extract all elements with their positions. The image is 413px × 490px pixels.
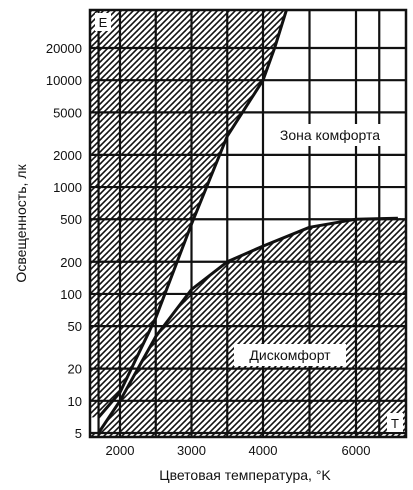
y-tick-label: 5 [75, 426, 82, 441]
lower-boundary-curve [97, 216, 398, 434]
discomfort-region [90, 218, 406, 437]
y-tick-label: 5000 [53, 105, 82, 120]
x-axis-letter-box [387, 413, 403, 432]
y-tick-label: 20000 [46, 41, 82, 56]
y-tick-label: 10000 [46, 73, 82, 88]
upper-boundary-curve [97, 9, 288, 419]
y-tick-label: 2000 [53, 148, 82, 163]
x-tick-label: 6000 [342, 443, 371, 458]
x-tick-label: 4000 [249, 443, 278, 458]
x-axis-letter: T [391, 416, 399, 431]
plot-frame [88, 8, 408, 439]
y-tick-label: 200 [60, 255, 82, 270]
y-tick-label: 1000 [53, 180, 82, 195]
y-tick-label: 50 [68, 319, 82, 334]
x-axis-title: Цветовая температура, °K [159, 467, 331, 483]
y-axis-letter-box [95, 13, 111, 31]
y-axis-letter: E [99, 15, 108, 30]
y-tick-label: 20 [68, 362, 82, 377]
y-tick-label: 10 [68, 394, 82, 409]
discomfort-zone-label: Дискомфорт [249, 347, 331, 363]
comfort-zone-label: Зона комфорта [280, 127, 380, 143]
x-tick-label: 3000 [177, 443, 206, 458]
y-tick-label: 100 [60, 287, 82, 302]
x-tick-label: 2000 [106, 443, 135, 458]
y-axis-title: Освещенность, лк [13, 164, 29, 283]
comfort-label-box [268, 124, 392, 146]
discomfort-label-box [234, 344, 346, 366]
y-tick-label: 500 [60, 212, 82, 227]
